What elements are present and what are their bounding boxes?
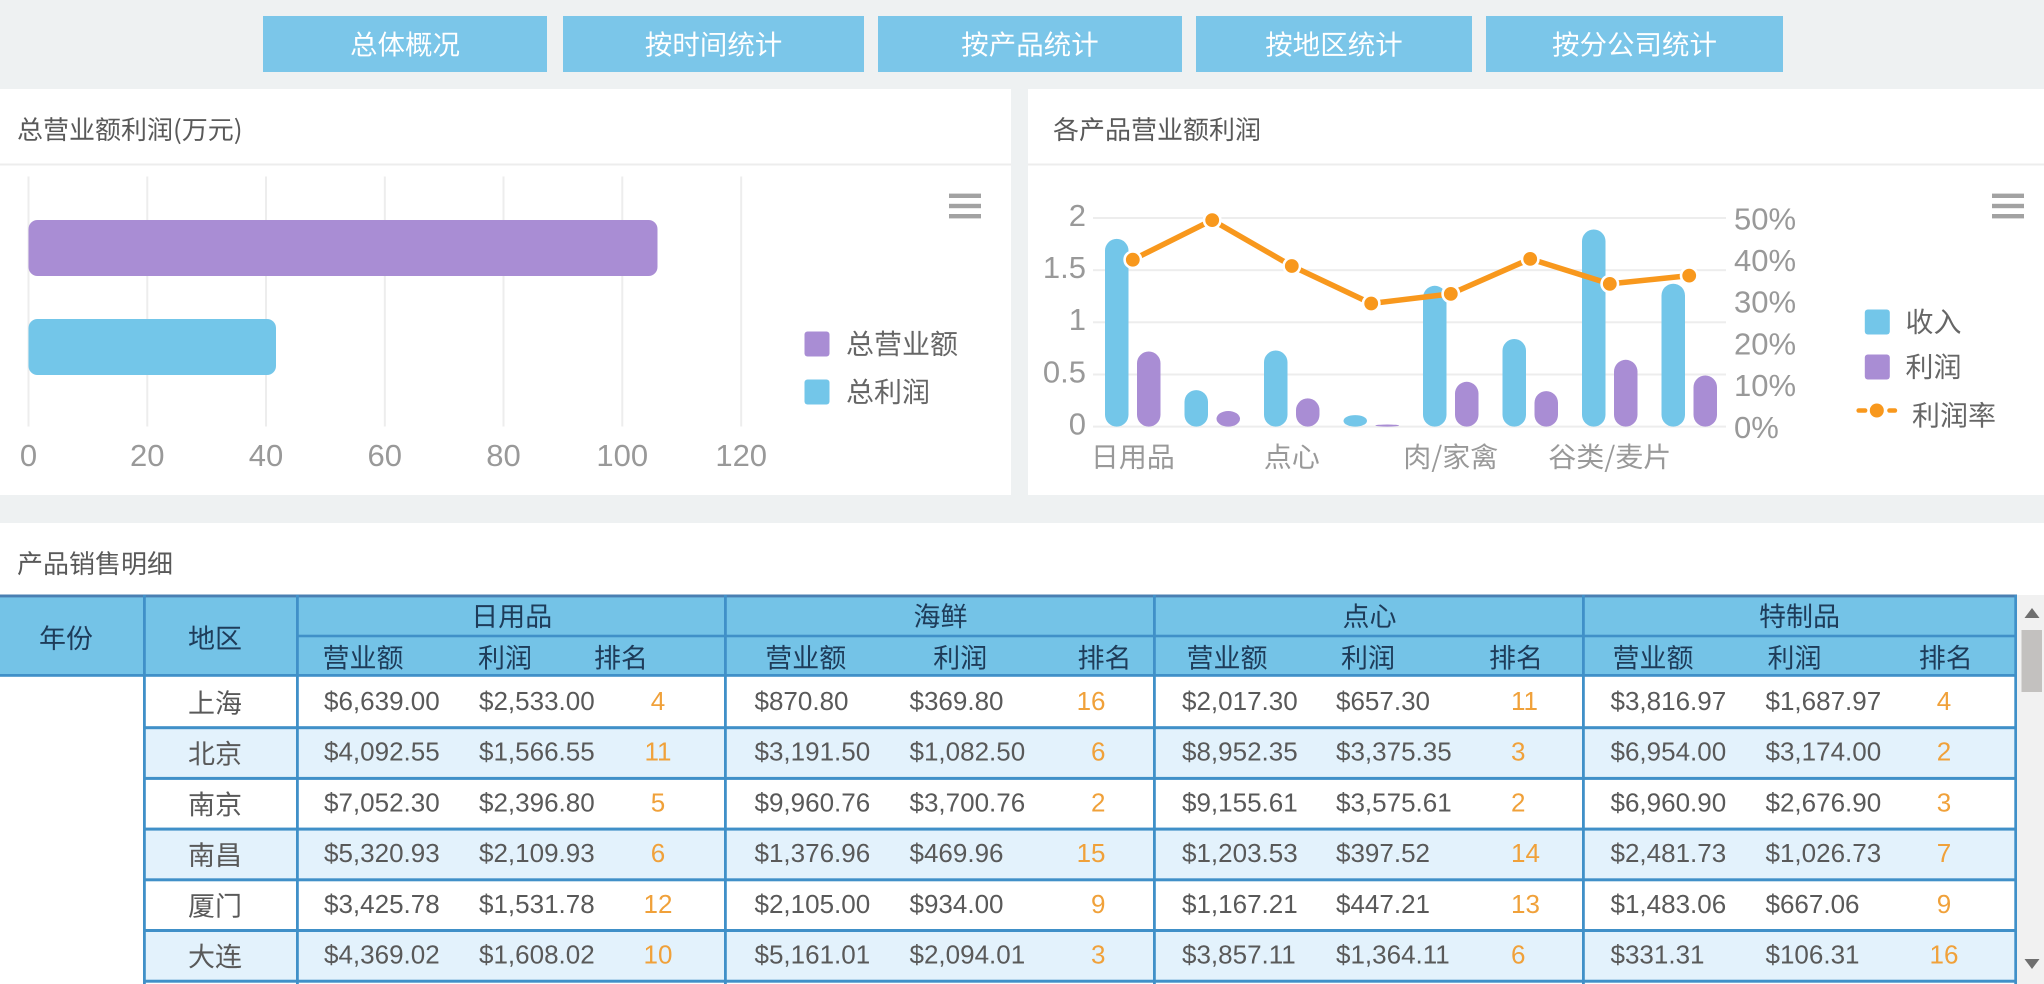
svg-text:$657.30: $657.30	[1336, 686, 1430, 716]
svg-text:3: 3	[1937, 787, 1951, 817]
svg-text:$5,161.01: $5,161.01	[755, 940, 871, 970]
svg-text:$1,082.50: $1,082.50	[910, 737, 1026, 767]
svg-text:11: 11	[645, 737, 672, 767]
svg-text:16: 16	[1077, 686, 1106, 716]
svg-text:$1,026.73: $1,026.73	[1766, 838, 1882, 868]
svg-text:$3,375.35: $3,375.35	[1336, 737, 1452, 767]
svg-text:1.5: 1.5	[1043, 250, 1086, 285]
svg-text:$3,575.61: $3,575.61	[1336, 787, 1452, 817]
svg-text:9: 9	[1937, 889, 1951, 919]
svg-text:7: 7	[1937, 838, 1951, 868]
svg-text:13: 13	[1511, 889, 1540, 919]
svg-text:$331.31: $331.31	[1611, 940, 1705, 970]
svg-text:$6,954.00: $6,954.00	[1611, 737, 1727, 767]
svg-text:$4,092.55: $4,092.55	[324, 737, 440, 767]
svg-text:40: 40	[249, 438, 283, 473]
svg-text:50%: 50%	[1734, 201, 1796, 236]
svg-text:$9,155.61: $9,155.61	[1182, 787, 1298, 817]
svg-text:$2,396.80: $2,396.80	[479, 787, 595, 817]
svg-text:11: 11	[1511, 686, 1538, 716]
svg-text:14: 14	[1511, 838, 1540, 868]
svg-text:0.5: 0.5	[1043, 354, 1086, 389]
svg-text:$1,608.02: $1,608.02	[479, 940, 595, 970]
svg-text:$6,960.90: $6,960.90	[1611, 787, 1727, 817]
svg-text:$8,952.35: $8,952.35	[1182, 737, 1298, 767]
svg-text:$2,481.73: $2,481.73	[1611, 838, 1727, 868]
svg-text:$2,533.00: $2,533.00	[479, 686, 595, 716]
svg-text:12: 12	[644, 889, 673, 919]
svg-text:3: 3	[1511, 737, 1525, 767]
svg-text:$2,109.93: $2,109.93	[479, 838, 595, 868]
svg-text:$2,017.30: $2,017.30	[1182, 686, 1298, 716]
svg-text:$934.00: $934.00	[910, 889, 1004, 919]
svg-text:$3,174.00: $3,174.00	[1766, 737, 1882, 767]
svg-text:10: 10	[644, 940, 673, 970]
svg-text:$1,566.55: $1,566.55	[479, 737, 595, 767]
svg-text:9: 9	[1091, 889, 1105, 919]
svg-text:2: 2	[1937, 737, 1951, 767]
svg-text:$1,364.11: $1,364.11	[1336, 940, 1450, 970]
svg-text:20%: 20%	[1734, 327, 1796, 362]
svg-text:40%: 40%	[1734, 243, 1796, 278]
svg-text:80: 80	[486, 438, 520, 473]
svg-text:$2,094.01: $2,094.01	[910, 940, 1026, 970]
svg-text:$870.80: $870.80	[755, 686, 849, 716]
svg-text:$397.52: $397.52	[1336, 838, 1430, 868]
svg-text:6: 6	[1091, 737, 1105, 767]
svg-text:$3,191.50: $3,191.50	[755, 737, 871, 767]
svg-text:5: 5	[651, 787, 665, 817]
svg-text:1: 1	[1069, 302, 1086, 337]
svg-text:$3,816.97: $3,816.97	[1611, 686, 1727, 716]
svg-text:30%: 30%	[1734, 285, 1796, 320]
svg-text:$106.31: $106.31	[1766, 940, 1860, 970]
svg-text:60: 60	[368, 438, 402, 473]
svg-text:$3,425.78: $3,425.78	[324, 889, 440, 919]
svg-text:15: 15	[1077, 838, 1106, 868]
svg-text:2: 2	[1511, 787, 1525, 817]
svg-text:$1,167.21: $1,167.21	[1182, 889, 1298, 919]
svg-text:$2,676.90: $2,676.90	[1766, 787, 1882, 817]
svg-text:10%: 10%	[1734, 368, 1796, 403]
svg-text:2: 2	[1091, 787, 1105, 817]
svg-text:2: 2	[1069, 198, 1086, 233]
svg-text:$3,700.76: $3,700.76	[910, 787, 1026, 817]
svg-text:$5,320.93: $5,320.93	[324, 838, 440, 868]
svg-text:4: 4	[1937, 686, 1951, 716]
svg-text:6: 6	[651, 838, 665, 868]
svg-text:4: 4	[651, 686, 665, 716]
svg-text:$1,687.97: $1,687.97	[1766, 686, 1882, 716]
svg-text:$369.80: $369.80	[910, 686, 1004, 716]
svg-text:$3,857.11: $3,857.11	[1182, 940, 1296, 970]
svg-text:$1,483.06: $1,483.06	[1611, 889, 1727, 919]
svg-text:0%: 0%	[1734, 410, 1779, 445]
svg-text:120: 120	[715, 438, 767, 473]
svg-text:$4,369.02: $4,369.02	[324, 940, 440, 970]
svg-text:0: 0	[20, 438, 37, 473]
svg-text:$447.21: $447.21	[1336, 889, 1430, 919]
svg-text:16: 16	[1930, 940, 1959, 970]
svg-text:$469.96: $469.96	[910, 838, 1004, 868]
svg-text:$6,639.00: $6,639.00	[324, 686, 440, 716]
svg-text:$1,531.78: $1,531.78	[479, 889, 595, 919]
svg-text:$1,376.96: $1,376.96	[755, 838, 871, 868]
svg-text:$2,105.00: $2,105.00	[755, 889, 871, 919]
svg-text:$7,052.30: $7,052.30	[324, 787, 440, 817]
svg-text:$667.06: $667.06	[1766, 889, 1860, 919]
svg-text:0: 0	[1069, 406, 1086, 441]
svg-text:100: 100	[596, 438, 648, 473]
svg-text:$9,960.76: $9,960.76	[755, 787, 871, 817]
svg-text:6: 6	[1511, 940, 1525, 970]
svg-text:$1,203.53: $1,203.53	[1182, 838, 1298, 868]
svg-text:20: 20	[130, 438, 164, 473]
svg-text:3: 3	[1091, 940, 1105, 970]
